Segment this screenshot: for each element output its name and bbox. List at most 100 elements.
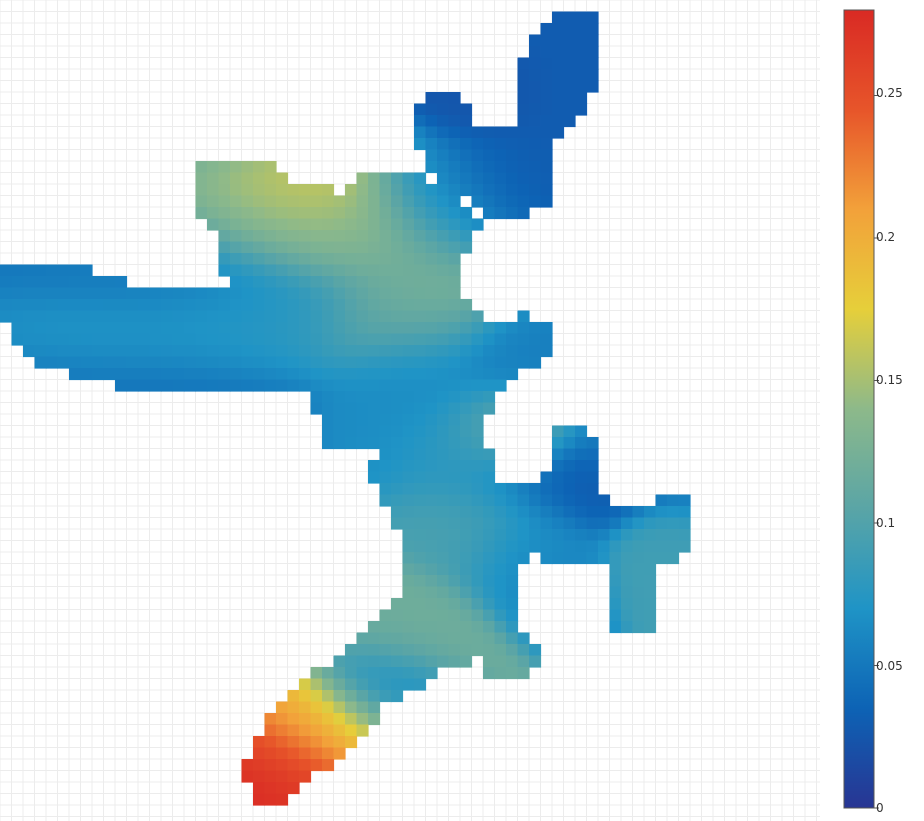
heatmap-cell [299,241,312,254]
heatmap-cell [241,759,254,772]
heatmap-cell [437,552,450,565]
heatmap-cell [207,368,220,381]
heatmap-cell [287,724,300,737]
heatmap-cell [103,322,116,335]
heatmap-cell [322,414,335,427]
heatmap-cell [529,161,542,174]
heatmap-cell [161,345,174,358]
heatmap-cell [287,276,300,289]
heatmap-cell [391,632,404,645]
heatmap-cell [494,483,507,496]
heatmap-cell [425,506,438,519]
heatmap-cell [356,356,369,369]
heatmap-cell [379,483,392,496]
heatmap-cell [149,299,162,312]
heatmap-cell [115,345,128,358]
heatmap-cell [425,310,438,323]
heatmap-cell [299,230,312,243]
heatmap-cell [241,207,254,220]
heatmap-cell [575,552,588,565]
heatmap-cell [253,782,266,795]
heatmap-cell [92,356,105,369]
heatmap-cell [184,310,197,323]
heatmap-cell [218,161,231,174]
heatmap-cell [609,586,622,599]
heatmap-cell [345,368,358,381]
heatmap-cell [517,667,530,680]
heatmap-cell [414,115,427,128]
heatmap-cell [402,494,415,507]
heatmap-cell [483,333,496,346]
heatmap-cell [448,391,461,404]
heatmap-cell [356,310,369,323]
heatmap-cell [437,402,450,415]
heatmap-cell [345,218,358,231]
heatmap-cell [402,264,415,277]
heatmap-cell [241,276,254,289]
heatmap-cell [333,264,346,277]
heatmap-cell [448,207,461,220]
heatmap-cell [161,379,174,392]
heatmap-cell [402,184,415,197]
heatmap-cell [655,540,668,553]
heatmap-cell [414,184,427,197]
heatmap-cell [80,333,93,346]
heatmap-cell [345,655,358,668]
heatmap-cell [448,632,461,645]
heatmap-cell [483,552,496,565]
heatmap-cell [460,563,473,576]
heatmap-cell [529,540,542,553]
heatmap-cell [253,770,266,783]
heatmap-cell [264,724,277,737]
heatmap-cell [310,713,323,726]
heatmap-cell [414,103,427,116]
heatmap-cell [471,172,484,185]
heatmap-cell [678,506,691,519]
heatmap-cell [506,540,519,553]
heatmap-cell [402,322,415,335]
heatmap-cell [356,368,369,381]
heatmap-cell [368,713,381,726]
heatmap-cell [287,218,300,231]
heatmap-cell [586,471,599,484]
heatmap-cell [448,115,461,128]
heatmap-cell [425,586,438,599]
heatmap-cell [391,207,404,220]
heatmap-cell [425,264,438,277]
heatmap-cell [460,402,473,415]
heatmap-cell [471,391,484,404]
heatmap-cell [34,264,47,277]
heatmap-cell [517,483,530,496]
heatmap-cell [34,310,47,323]
heatmap-cell [333,747,346,760]
heatmap-cell [425,356,438,369]
heatmap-cell [517,57,530,70]
heatmap-cell [230,299,243,312]
heatmap-cell [621,552,634,565]
heatmap-cell [609,563,622,576]
heatmap-cell [287,333,300,346]
heatmap-cell [253,747,266,760]
heatmap-cell [345,736,358,749]
heatmap-cell [621,586,634,599]
heatmap-cell [379,379,392,392]
heatmap-cell [322,230,335,243]
heatmap-cell [368,172,381,185]
heatmap-cell [379,402,392,415]
heatmap-cell [345,299,358,312]
heatmap-cell [402,529,415,542]
heatmap-cell [425,460,438,473]
heatmap-cell [172,310,185,323]
heatmap-cell [529,103,542,116]
heatmap-cell [69,368,82,381]
heatmap-cell [529,126,542,139]
heatmap-cell [471,563,484,576]
heatmap-cell [609,506,622,519]
heatmap-cell [402,586,415,599]
heatmap-cell [57,345,70,358]
heatmap-cell [92,333,105,346]
heatmap-cell [586,494,599,507]
heatmap-cell [483,368,496,381]
heatmap-cell [356,218,369,231]
heatmap-cell [46,276,59,289]
